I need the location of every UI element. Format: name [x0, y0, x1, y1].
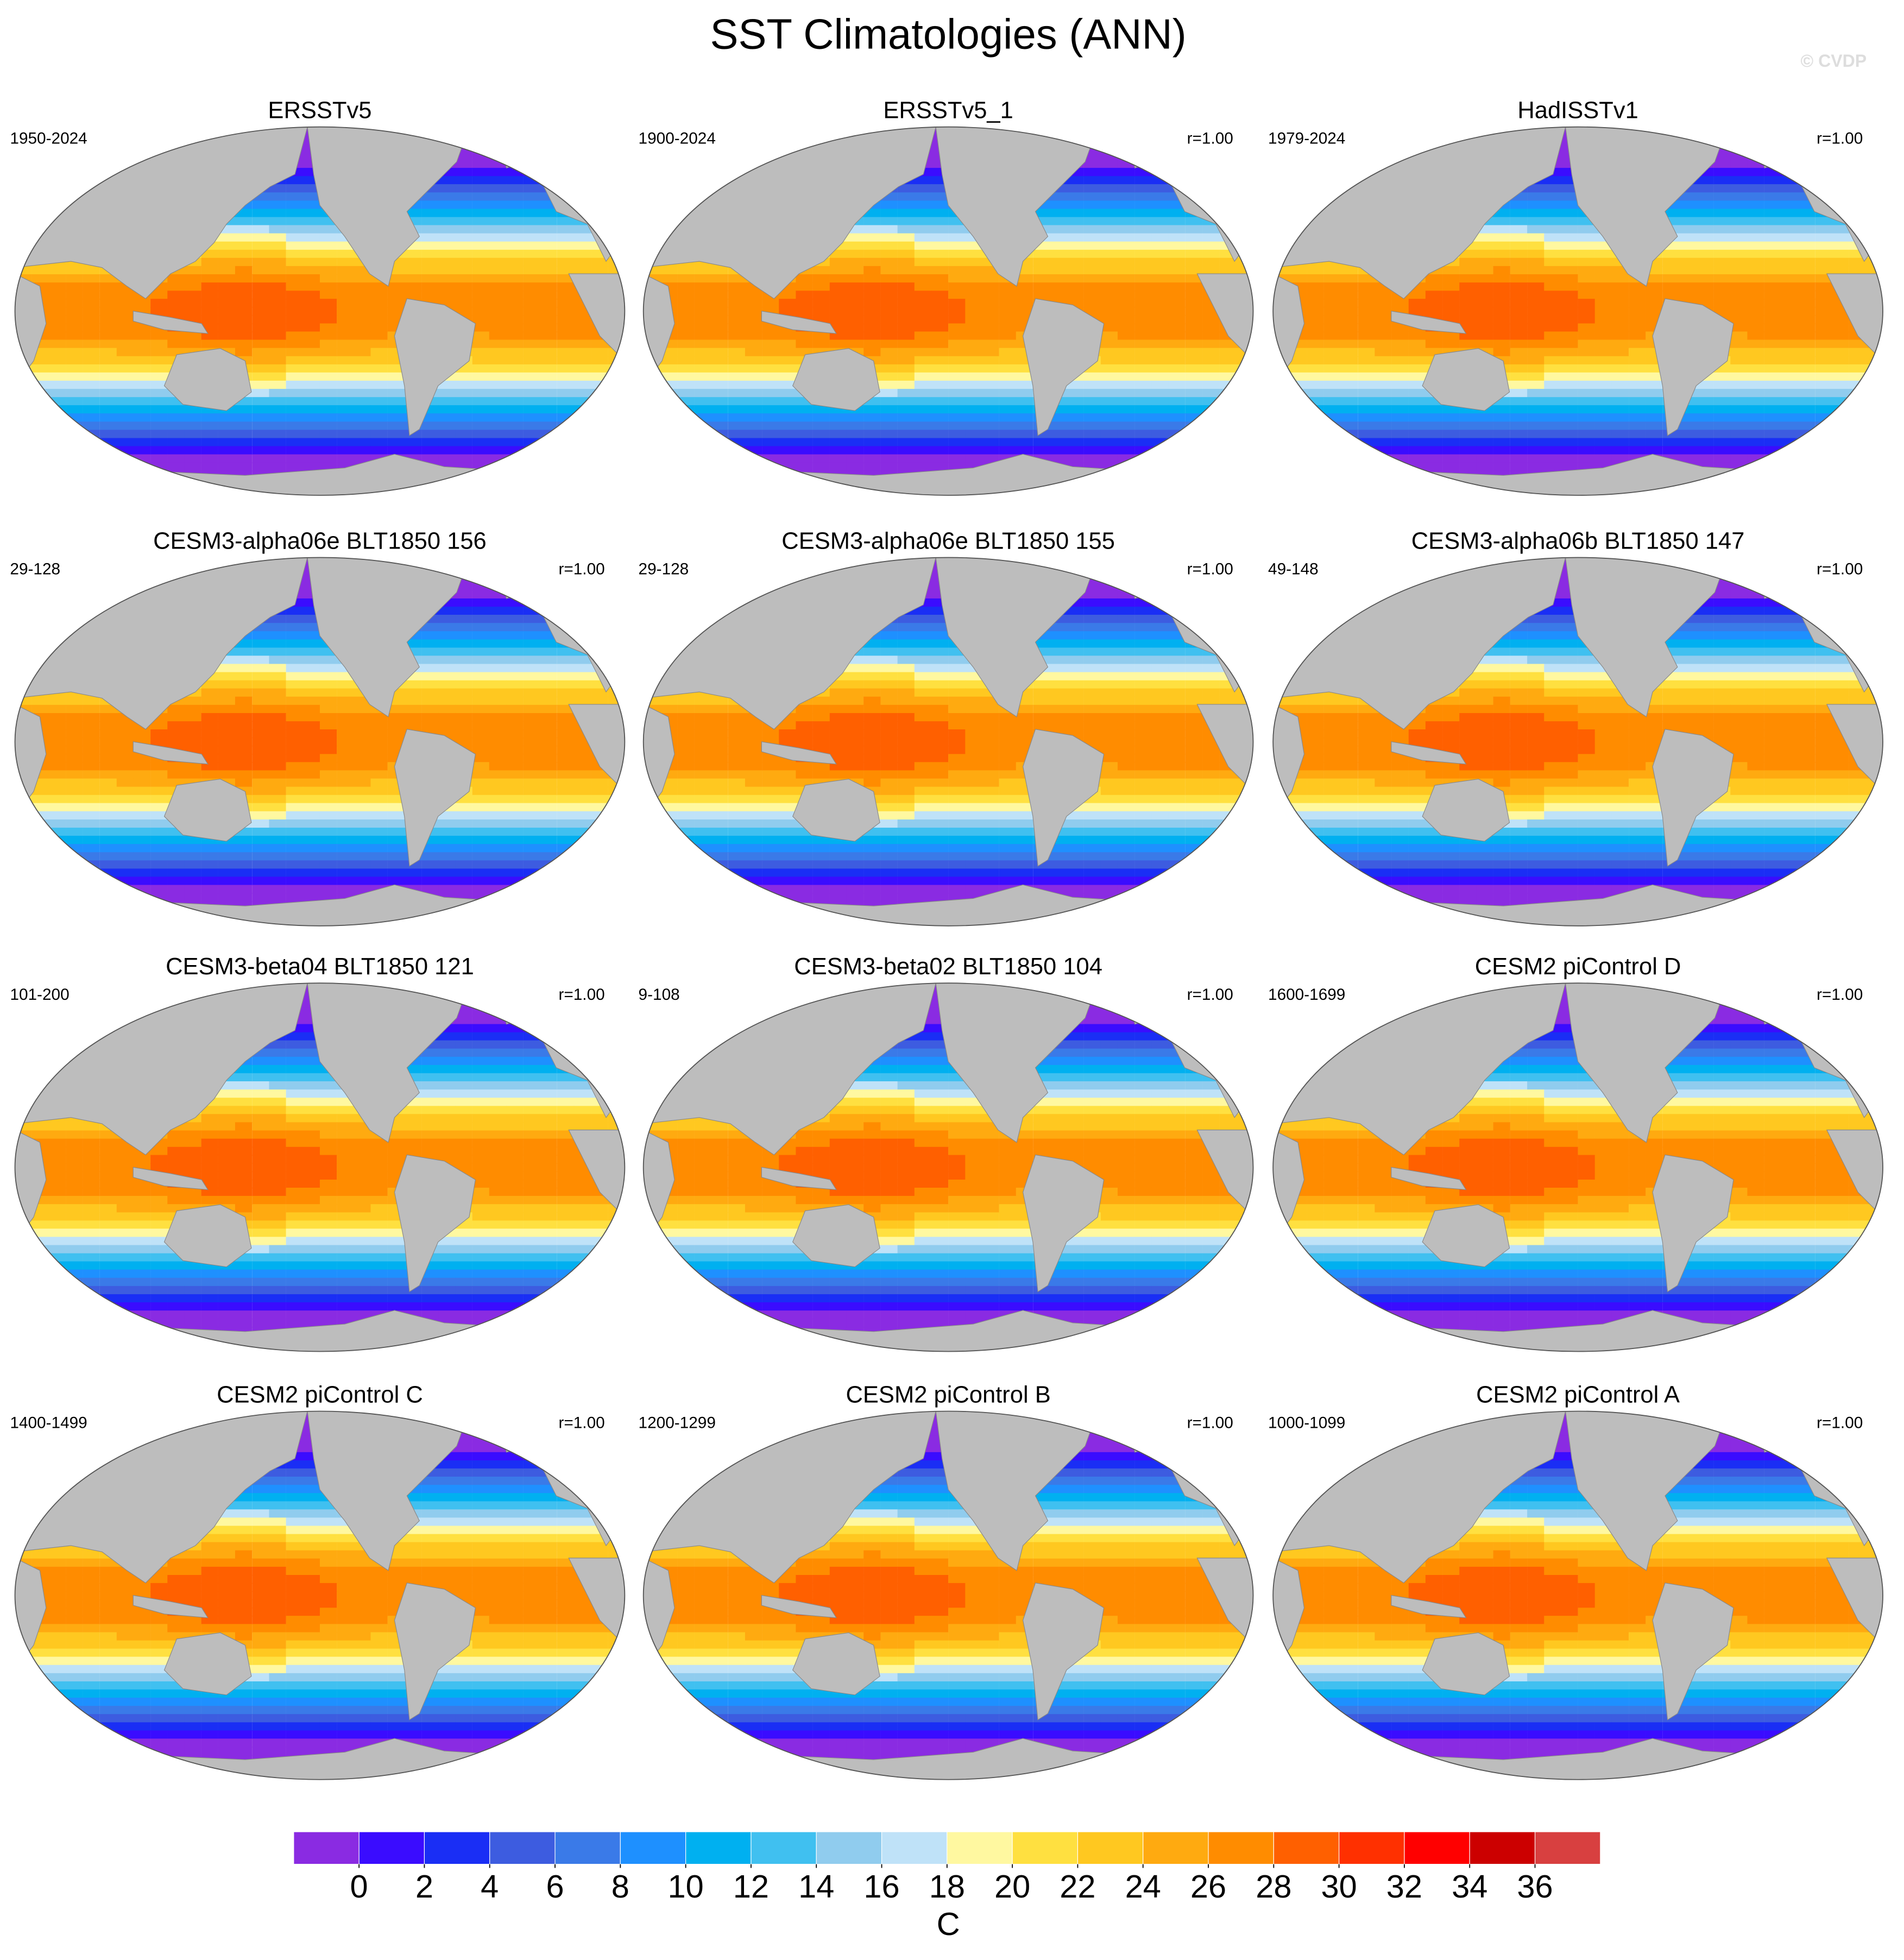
map	[1273, 1411, 1883, 1780]
figure-title: SST Climatologies (ANN)	[710, 10, 1187, 58]
map	[15, 983, 625, 1352]
colorbar-tick-label: 34	[1452, 1868, 1487, 1905]
colorbar-tick-label: 22	[1060, 1868, 1095, 1905]
colorbar-unit: C	[937, 1906, 960, 1942]
panel-r: r=1.00	[1817, 1414, 1863, 1432]
panel-r: r=1.00	[1817, 986, 1863, 1004]
colorbar-tick-label: 14	[798, 1868, 834, 1905]
panel-r: r=1.00	[558, 560, 604, 578]
panel-period: 101-200	[10, 986, 69, 1004]
colorbar-box	[1273, 1831, 1340, 1865]
panel-r: r=1.00	[558, 986, 604, 1004]
panel-r: r=1.00	[558, 1414, 604, 1432]
colorbar-tick-label: 8	[611, 1868, 629, 1905]
colorbar-tick-label: 36	[1517, 1868, 1553, 1905]
panel-period: 1900-2024	[639, 129, 716, 147]
colorbar-box	[424, 1831, 490, 1865]
panel-r: r=1.00	[1187, 1414, 1233, 1432]
colorbar-box	[1208, 1831, 1274, 1865]
panel-title: CESM3-alpha06e BLT1850 155	[781, 528, 1115, 554]
colorbar-box	[685, 1831, 752, 1865]
colorbar-box	[1469, 1831, 1536, 1865]
panel-title: CESM3-beta04 BLT1850 121	[166, 954, 474, 980]
map	[15, 558, 625, 927]
colorbar-box	[1339, 1831, 1405, 1865]
map	[1273, 127, 1883, 496]
map	[644, 127, 1253, 496]
map	[644, 983, 1253, 1352]
colorbar-box	[947, 1831, 1013, 1865]
panel-period: 1400-1499	[10, 1414, 87, 1432]
colorbar-tick-label: 4	[481, 1868, 499, 1905]
panel-title: ERSSTv5	[268, 98, 371, 124]
panel-period: 1979-2024	[1268, 129, 1345, 147]
panel-period: 1200-1299	[639, 1414, 716, 1432]
panel-period: 49-148	[1268, 560, 1319, 578]
map	[15, 1411, 625, 1780]
panel-r: r=1.00	[1187, 986, 1233, 1004]
panel-title: CESM3-alpha06e BLT1850 156	[153, 528, 487, 554]
colorbar-box	[1404, 1831, 1470, 1865]
map	[1273, 983, 1883, 1352]
map	[1273, 558, 1883, 927]
colorbar-box	[881, 1831, 948, 1865]
credit: © CVDP	[1801, 51, 1867, 71]
panel-period: 29-128	[10, 560, 60, 578]
colorbar-box	[1012, 1831, 1079, 1865]
panel-title: CESM2 piControl B	[846, 1382, 1050, 1408]
map	[644, 1411, 1253, 1780]
panel-title: CESM3-alpha06b BLT1850 147	[1411, 528, 1745, 554]
panel-r: r=1.00	[1187, 129, 1233, 147]
colorbar-tick-label: 28	[1256, 1868, 1291, 1905]
colorbar-tick-label: 12	[733, 1868, 769, 1905]
colorbar-box	[816, 1831, 882, 1865]
map	[644, 558, 1253, 927]
panel-title: CESM2 piControl C	[217, 1382, 423, 1408]
colorbar-tick-label: 10	[668, 1868, 704, 1905]
panel-r: r=1.00	[1817, 560, 1863, 578]
panel-title: ERSSTv5_1	[883, 98, 1013, 124]
panel-title: CESM3-beta02 BLT1850 104	[794, 954, 1102, 980]
colorbar-tick-label: 6	[546, 1868, 564, 1905]
panel-title: CESM2 piControl D	[1475, 954, 1681, 980]
panel-period: 1950-2024	[10, 129, 87, 147]
colorbar-box	[293, 1831, 360, 1865]
colorbar-tick-label: 26	[1190, 1868, 1226, 1905]
colorbar-tick-label: 2	[415, 1868, 433, 1905]
colorbar-tick-label: 16	[863, 1868, 899, 1905]
colorbar-box	[554, 1831, 621, 1865]
colorbar-tick-label: 20	[994, 1868, 1030, 1905]
panel-title: HadISSTv1	[1517, 98, 1638, 124]
panel-r: r=1.00	[1817, 129, 1863, 147]
colorbar-tick-label: 24	[1125, 1868, 1161, 1905]
colorbar-box	[489, 1831, 556, 1865]
colorbar-tick-label: 0	[350, 1868, 368, 1905]
colorbar-box	[751, 1831, 817, 1865]
panel-period: 1000-1099	[1268, 1414, 1345, 1432]
colorbar-tick-label: 18	[929, 1868, 965, 1905]
colorbar-tick-label: 32	[1386, 1868, 1422, 1905]
colorbar-tick-label: 30	[1321, 1868, 1357, 1905]
panel-r: r=1.00	[1187, 560, 1233, 578]
colorbar-box	[620, 1831, 686, 1865]
panel-title: CESM2 piControl A	[1476, 1382, 1680, 1408]
map	[15, 127, 625, 496]
colorbar-box	[1534, 1831, 1601, 1865]
panel-period: 29-128	[639, 560, 689, 578]
colorbar-box	[358, 1831, 425, 1865]
panel-period: 9-108	[639, 986, 680, 1004]
panel-period: 1600-1699	[1268, 986, 1345, 1004]
colorbar-box	[1143, 1831, 1209, 1865]
colorbar-box	[1077, 1831, 1144, 1865]
